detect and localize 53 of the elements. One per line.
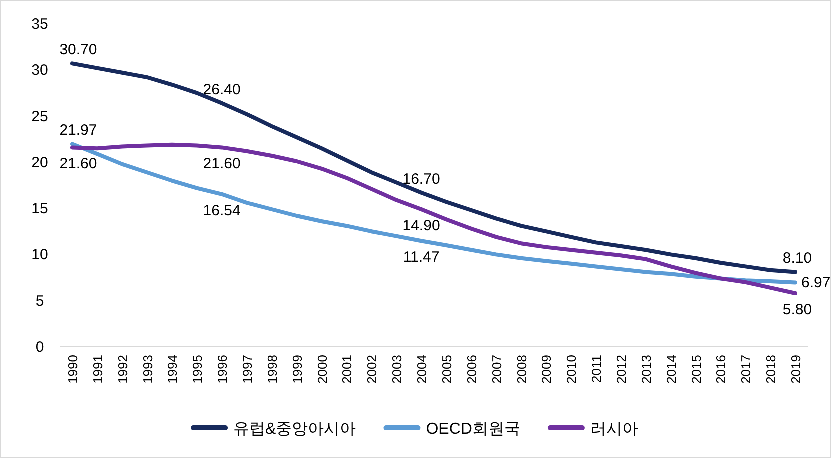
x-tick-label: 2019 [788,355,804,384]
legend-label: 유럽&중앙아시아 [234,421,356,438]
x-tick-label: 2010 [564,355,580,384]
x-tick-label: 2002 [364,355,380,384]
data-label: 5.80 [782,301,812,318]
data-label: 30.70 [60,42,98,59]
x-tick-label: 1992 [115,355,130,384]
y-tick-label: 35 [32,16,48,33]
x-tick-label: 1997 [240,355,255,384]
legend-label: OECD회원국 [426,421,520,438]
x-tick-label: 2014 [664,355,679,384]
x-tick-label: 2017 [738,355,754,384]
data-label: 21.60 [60,156,98,173]
x-tick-label: 2001 [340,355,355,384]
x-tick-label: 2000 [314,355,330,384]
x-tick-label: 1990 [65,355,80,384]
data-label: 11.47 [403,249,440,266]
y-tick-label: 5 [36,292,44,310]
data-label: 26.40 [203,81,241,98]
x-tick-label: 1996 [215,355,230,384]
data-label: 6.97 [802,274,831,292]
x-tick-label: 2004 [414,355,430,384]
y-tick-label: 30 [32,62,48,80]
y-tick-label: 10 [32,246,48,264]
data-label: 14.90 [402,217,440,234]
x-tick-label: 2009 [539,355,554,384]
x-tick-label: 1995 [190,355,206,384]
x-tick-label: 2015 [688,355,704,384]
x-tick-label: 2018 [764,355,779,384]
y-tick-label: 20 [32,154,48,172]
x-tick-label: 2005 [439,355,454,384]
x-tick-label: 2006 [464,355,480,384]
data-label: 8.10 [782,250,812,268]
data-label: 16.54 [203,202,241,220]
x-tick-label: 2016 [714,355,729,384]
x-tick-label: 1994 [165,355,180,384]
y-tick-label: 15 [32,200,48,218]
x-tick-label: 2013 [638,355,654,384]
data-label: 21.97 [60,122,98,140]
y-tick-label: 25 [32,108,48,126]
legend-label: 러시아 [590,421,638,438]
x-tick-label: 2007 [489,355,504,384]
x-tick-label: 2003 [390,355,405,384]
y-tick-label: 0 [36,339,44,356]
x-tick-label: 2008 [514,355,530,384]
x-tick-label: 1999 [290,355,305,384]
x-tick-label: 1993 [140,355,156,384]
x-tick-label: 1991 [90,355,106,384]
x-tick-label: 2011 [589,355,604,383]
data-label: 16.70 [402,170,440,188]
x-tick-label: 1998 [264,355,280,384]
x-tick-label: 2012 [614,355,629,384]
data-label: 21.60 [203,156,241,173]
